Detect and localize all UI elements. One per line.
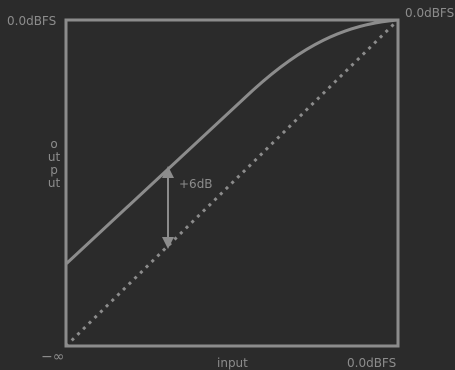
origin-label: −∞ [41, 349, 65, 365]
y-axis-top-label: 0.0dBFS [7, 14, 57, 28]
top-right-label: 0.0dBFS [405, 6, 455, 20]
x-axis-right-label: 0.0dBFS [347, 356, 397, 370]
compressed-output-curve [64, 18, 399, 266]
plot-frame [64, 18, 400, 348]
unity-reference-line [64, 18, 400, 348]
x-axis-title: input [217, 356, 248, 370]
y-axis-title: output [47, 137, 61, 190]
gain-delta-label: +6dB [179, 177, 213, 191]
